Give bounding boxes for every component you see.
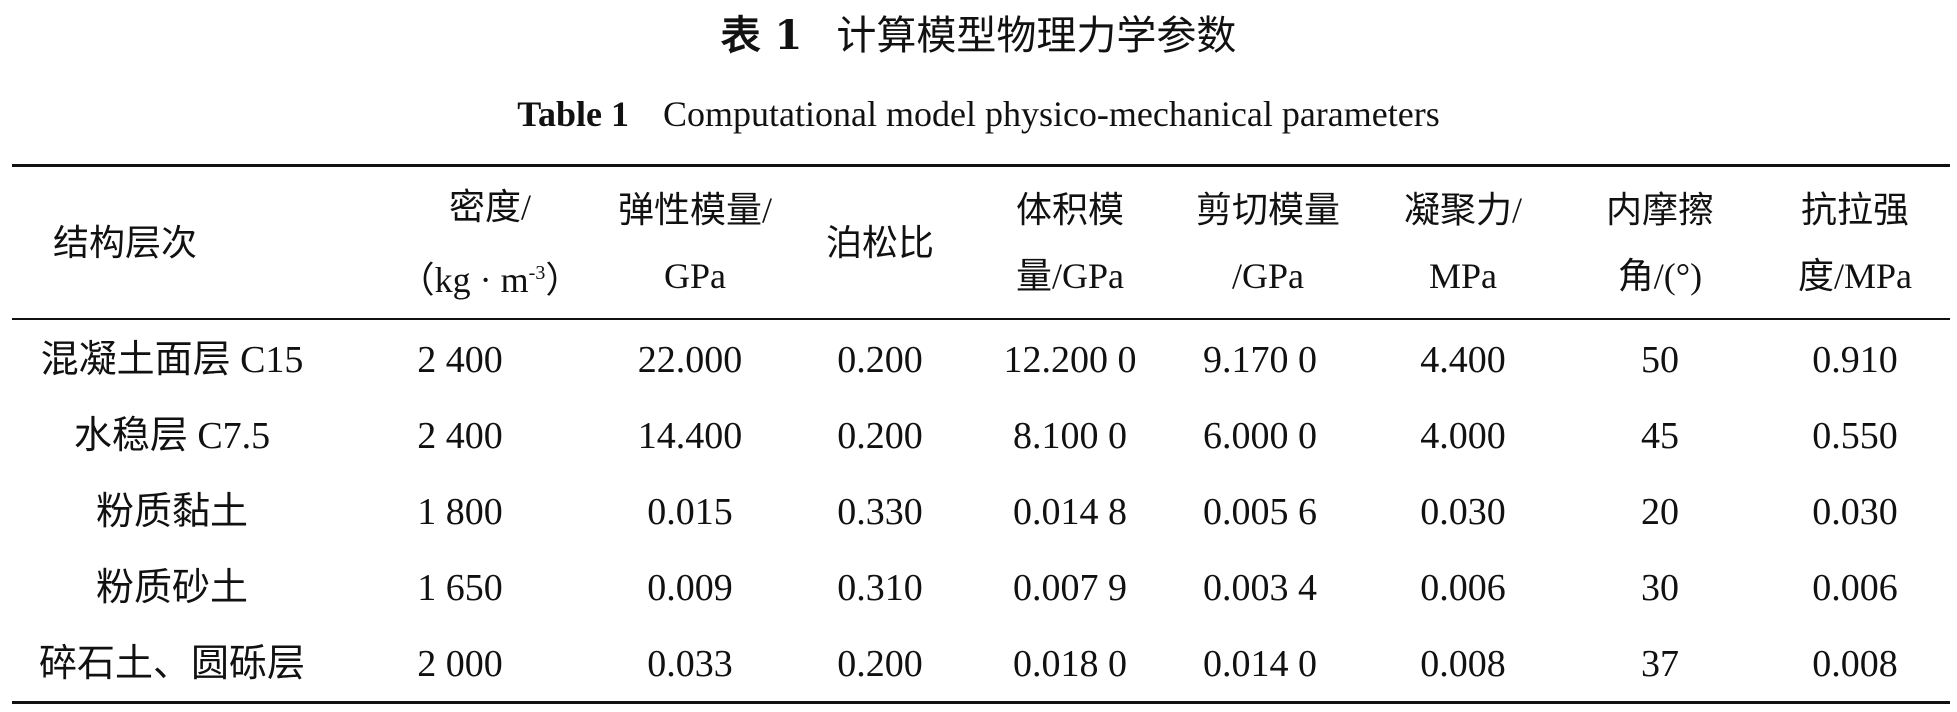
cell-friction-angle: 37 [1641,643,1679,685]
column-header-line: 结构层次 [52,223,197,263]
column-header-line: MPa [1428,256,1497,296]
cell-elastic-modulus: 22.000 [637,339,743,381]
column-header-line: 度/MPa [1797,256,1912,296]
cell-shear-modulus: 9.170 0 [1203,339,1317,381]
cell-elastic-modulus: 0.015 [647,491,733,533]
table-header-rule [12,318,1950,320]
cell-density: 1 800 [417,491,503,533]
cell-friction-angle: 20 [1641,491,1679,533]
cell-cohesion: 4.400 [1420,339,1506,381]
column-header-line: 剪切模量 [1195,190,1340,230]
cell-density: 2 400 [417,415,503,457]
cell-layer: 水稳层 C7.5 [73,415,271,457]
cell-layer: 粉质黏土 [95,491,248,533]
column-header-line: 内摩擦 [1605,190,1714,230]
cell-elastic-modulus: 0.033 [647,643,733,685]
cell-bulk-modulus: 12.200 0 [1003,339,1137,381]
cell-poisson-ratio: 0.200 [837,415,923,457]
column-header-bulk-modulus: 体积模 量/GPa [990,178,1150,308]
cell-cohesion: 0.008 [1420,643,1506,685]
cell-tensile-strength: 0.008 [1812,643,1898,685]
cell-shear-modulus: 0.003 4 [1203,567,1317,609]
cell-bulk-modulus: 0.014 8 [1013,491,1127,533]
cell-poisson-ratio: 0.200 [837,643,923,685]
column-header-line: 抗拉强 [1800,190,1909,230]
column-header-layer: 结构层次 [12,178,238,308]
column-header-line: 角/(°) [1617,256,1703,296]
column-header-line: 密度/ [448,186,531,227]
cell-poisson-ratio: 0.330 [837,491,923,533]
cell-tensile-strength: 0.030 [1812,491,1898,533]
cell-tensile-strength: 0.006 [1812,567,1898,609]
column-header-line: GPa [664,256,726,296]
cell-friction-angle: 45 [1641,415,1679,457]
cell-poisson-ratio: 0.310 [837,567,923,609]
cell-friction-angle: 50 [1641,339,1679,381]
cell-cohesion: 0.030 [1420,491,1506,533]
cell-density: 1 650 [417,567,503,609]
cell-shear-modulus: 0.005 6 [1203,491,1317,533]
column-header-line: 量/GPa [1015,256,1124,296]
column-header-exponent: -3 [528,261,546,284]
cell-friction-angle: 30 [1641,567,1679,609]
column-header-unit-text: （kg · m [398,259,529,300]
table-caption-chinese: 表 1 计算模型物理力学参数 [0,6,1957,66]
column-header-line: 弹性模量/ [617,190,772,230]
column-header-cohesion: 凝聚力/ MPa [1378,178,1548,308]
cell-bulk-modulus: 8.100 0 [1013,415,1127,457]
cell-bulk-modulus: 0.007 9 [1013,567,1127,609]
cell-elastic-modulus: 0.009 [647,567,733,609]
table-bottom-rule [12,701,1950,704]
column-header-line: /GPa [1232,256,1304,296]
cell-bulk-modulus: 0.018 0 [1013,643,1127,685]
table-title-chinese: 计算模型物理力学参数 [836,13,1237,59]
column-header-elastic-modulus: 弹性模量/ GPa [590,178,800,308]
cell-shear-modulus: 6.000 0 [1203,415,1317,457]
column-header-line: 泊松比 [825,223,934,263]
cell-cohesion: 0.006 [1420,567,1506,609]
cell-layer: 粉质砂土 [95,567,248,609]
table-title-english: Computational model physico-mechanical p… [662,94,1440,134]
column-header-shear-modulus: 剪切模量 /GPa [1178,178,1358,308]
column-header-unit: （kg · m-3） [399,240,582,313]
table-caption-english: Table 1 Computational model physico-mecha… [0,86,1957,142]
cell-layer: 碎石土、圆砾层 [38,643,305,685]
column-header-friction-angle: 内摩擦 角/(°) [1580,178,1740,308]
column-header-poisson-ratio: 泊松比 [800,178,960,308]
column-header-density: 密度/ （kg · m-3） [370,178,610,308]
column-header-unit-close: ） [545,259,582,300]
cell-cohesion: 4.000 [1420,415,1506,457]
cell-layer: 混凝土面层 C15 [40,339,304,381]
cell-tensile-strength: 0.550 [1812,415,1898,457]
cell-density: 2 400 [417,339,503,381]
cell-poisson-ratio: 0.200 [837,339,923,381]
cell-density: 2 000 [417,643,503,685]
table-top-rule [12,164,1950,167]
table-number-english: Table 1 [517,94,629,134]
table-number-chinese: 表 1 [720,12,803,59]
column-header-line: 凝聚力/ [1403,190,1522,230]
column-header-line: 体积模 [1015,190,1124,230]
column-header-tensile-strength: 抗拉强 度/MPa [1770,178,1940,308]
cell-elastic-modulus: 14.400 [637,415,743,457]
cell-tensile-strength: 0.910 [1812,339,1898,381]
cell-shear-modulus: 0.014 0 [1203,643,1317,685]
